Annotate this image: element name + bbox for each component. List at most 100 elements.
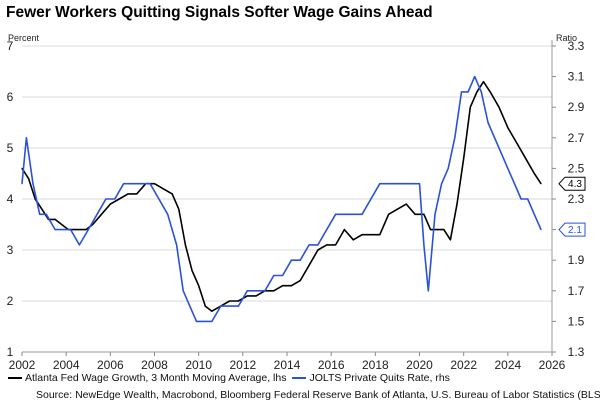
quits-rate-point-22 [195, 320, 198, 322]
right-tick-label-1.3: 1.3 [568, 345, 585, 359]
quits-rate-point-59 [487, 121, 489, 124]
chart-title: Fewer Workers Quitting Signals Softer Wa… [6, 4, 433, 21]
wage-growth-point-35 [299, 280, 301, 282]
wage-growth-point-52 [443, 229, 445, 231]
wage-growth-point-27 [229, 300, 231, 302]
wage-growth-point-9 [85, 229, 87, 231]
wage-growth-point-36 [308, 264, 310, 266]
wage-growth-point-45 [388, 213, 390, 215]
quits-rate-point-48 [418, 183, 421, 185]
x-tick-label-2024: 2024 [494, 358, 521, 370]
quits-rate-point-6 [63, 229, 65, 231]
quits-rate-point-16 [149, 183, 151, 185]
quits-rate-point-55 [460, 91, 463, 93]
wage-growth-point-63 [524, 157, 527, 159]
wage-growth-point-12 [109, 203, 111, 205]
wage-growth-point-0 [21, 167, 23, 169]
wage-growth-point-21 [184, 244, 186, 246]
wage-growth-point-29 [246, 295, 248, 297]
quits-rate-point-44 [388, 183, 390, 185]
quits-rate-point-2 [32, 183, 34, 185]
x-tick-label-2012: 2012 [229, 358, 256, 370]
x-tick-label-2004: 2004 [53, 358, 80, 370]
quits-rate-point-23 [202, 320, 204, 322]
quits-rate-point-41 [361, 213, 363, 215]
wage-growth-point-22 [191, 269, 193, 271]
quits-rate-point-15 [140, 183, 142, 185]
quits-rate-point-46 [405, 183, 407, 185]
right-axis-unit: Ratio [556, 33, 578, 43]
quits-rate-point-13 [123, 183, 125, 185]
quits-rate-point-30 [264, 290, 266, 292]
quits-rate-point-65 [527, 198, 529, 200]
left-tick-label-2: 2 [7, 294, 14, 308]
source-note: Source: NewEdge Wealth, Macrobond, Bloom… [36, 389, 600, 401]
wage-growth-point-60 [498, 106, 500, 108]
quits-rate-point-56 [467, 91, 469, 93]
wage-growth-point-15 [136, 193, 138, 195]
quits-rate-point-49 [423, 244, 425, 246]
legend-item-quits-rate: JOLTS Private Quits Rate, rhs [292, 372, 450, 384]
wage-growth-point-57 [476, 91, 478, 93]
quits-rate-point-45 [396, 183, 398, 185]
left-tick-label-3: 3 [7, 243, 14, 257]
quits-rate-point-40 [352, 213, 354, 215]
quits-rate-point-53 [447, 167, 449, 169]
wage-growth-end-box [558, 176, 586, 191]
wage-growth-end-label: 4.3 [568, 179, 582, 190]
wage-growth-point-32 [273, 290, 275, 292]
wage-growth-point-14 [127, 193, 129, 195]
quits-rate-point-66 [533, 213, 535, 215]
wage-growth-point-56 [469, 106, 471, 108]
axes [21, 40, 556, 356]
wage-growth-point-49 [423, 213, 425, 215]
quits-rate-point-62 [507, 167, 509, 169]
wage-growth-point-1 [28, 178, 30, 180]
legend-swatch-wage-growth [8, 377, 22, 379]
quits-rate-point-14 [131, 183, 133, 185]
left-tick-label-4: 4 [7, 192, 14, 206]
x-tick-label-2010: 2010 [185, 358, 212, 370]
wage-growth-point-17 [153, 183, 156, 185]
x-tick-label-2006: 2006 [97, 358, 124, 370]
quits-rate-point-4 [45, 213, 47, 215]
quits-rate-point-19 [176, 244, 178, 246]
series-lines [21, 75, 542, 323]
left-tick-label-5: 5 [7, 141, 14, 155]
quits-rate-point-58 [480, 91, 482, 93]
wage-growth-point-39 [335, 244, 337, 246]
tick-labels: 1 2 3 4 5 6 7 1.3 1.5 1.7 1.9 2.1 2.3 2.5 2.7 2.9 3.1 3.3… [7, 39, 585, 370]
wage-growth-point-61 [507, 127, 509, 129]
quits-rate-point-0 [21, 183, 23, 185]
wage-growth-point-3 [41, 208, 43, 210]
end-value-labels: 4.3 2.1 [558, 176, 586, 237]
legend-swatch-quits-rate [292, 377, 307, 379]
left-tick-label-6: 6 [7, 90, 14, 104]
wage-growth-point-50 [429, 229, 432, 231]
quits-rate-end-box [558, 222, 586, 237]
quits-rate-point-11 [105, 198, 107, 200]
legend: Atlanta Fed Wage Growth, 3 Month Moving … [8, 372, 456, 384]
wage-growth-point-6 [61, 223, 63, 226]
x-tick-label-2002: 2002 [9, 358, 36, 370]
left-tick-label-1: 1 [7, 345, 14, 359]
left-tick-label-7: 7 [7, 39, 14, 53]
quits-rate-point-27 [237, 305, 239, 307]
legend-item-wage-growth: Atlanta Fed Wage Growth, 3 Month Moving … [8, 372, 286, 384]
wage-growth-point-33 [282, 285, 284, 287]
wage-growth-point-62 [516, 142, 518, 144]
x-tick-label-2014: 2014 [274, 358, 301, 370]
wage-growth-point-24 [204, 305, 206, 307]
quits-rate-point-3 [39, 213, 41, 215]
quits-rate-point-33 [290, 259, 292, 261]
wage-growth-point-13 [118, 198, 120, 200]
quits-rate-point-47 [414, 183, 416, 185]
wage-growth-point-18 [162, 188, 164, 190]
wage-growth-point-37 [317, 249, 319, 251]
right-tick-label-3.3: 3.3 [568, 39, 585, 53]
wage-growth-point-40 [343, 229, 345, 231]
quits-rate-point-34 [299, 259, 301, 261]
right-tick-label-1.9: 1.9 [568, 253, 585, 267]
quits-rate-point-12 [114, 198, 116, 200]
wage-growth-point-64 [533, 172, 535, 175]
